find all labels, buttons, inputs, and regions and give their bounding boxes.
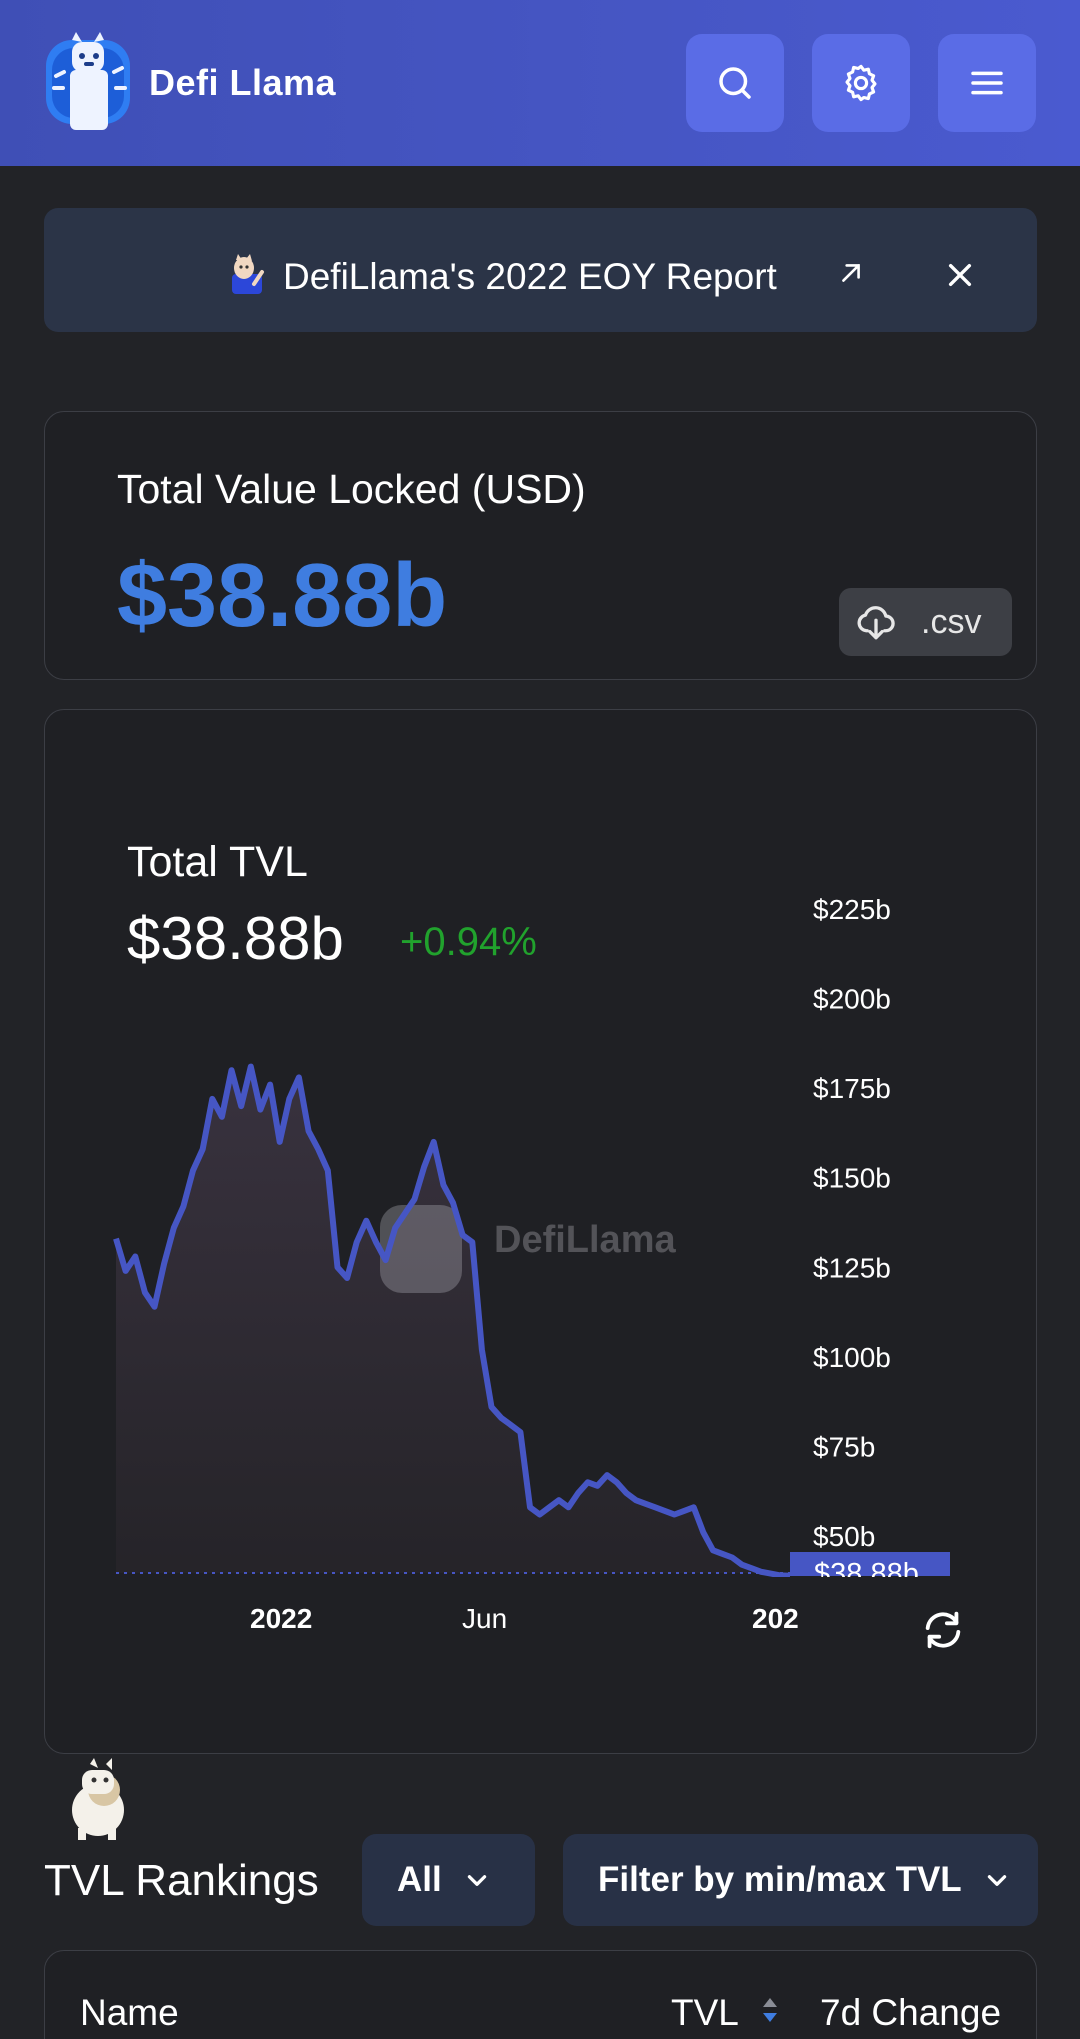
chart-title: Total TVL xyxy=(127,838,308,886)
csv-label: .csv xyxy=(921,602,982,641)
column-header-name[interactable]: Name xyxy=(80,1992,179,2033)
category-select[interactable]: All xyxy=(362,1834,535,1926)
gear-icon xyxy=(845,64,877,102)
download-csv-button[interactable]: .csv xyxy=(839,588,1012,656)
menu-icon xyxy=(971,71,1003,95)
eoy-report-banner[interactable] xyxy=(44,208,1037,332)
chart-value: $38.88b xyxy=(127,905,344,972)
brand-name[interactable]: Defi Llama xyxy=(149,62,337,103)
menu-button[interactable] xyxy=(938,34,1036,132)
refresh-icon[interactable] xyxy=(920,1607,966,1653)
category-select-value: All xyxy=(397,1860,442,1899)
column-header-tvl[interactable]: TVL xyxy=(671,1992,739,2033)
close-icon[interactable] xyxy=(944,259,976,291)
cloud-download-icon xyxy=(857,606,895,640)
column-header-7d-change[interactable]: 7d Change xyxy=(820,1992,1002,2033)
llama-face-icon xyxy=(232,254,264,294)
defillama-logo[interactable] xyxy=(42,30,134,134)
search-button[interactable] xyxy=(686,34,784,132)
search-icon xyxy=(719,67,751,99)
tvl-label: Total Value Locked (USD) xyxy=(117,466,586,512)
settings-button[interactable] xyxy=(812,34,910,132)
chart-change: +0.94% xyxy=(400,920,537,964)
chevron-down-icon xyxy=(987,1875,1006,1886)
chevron-down-icon xyxy=(467,1875,486,1886)
tvl-filter-select[interactable]: Filter by min/max TVL xyxy=(563,1834,1038,1926)
tvl-filter-label: Filter by min/max TVL xyxy=(598,1860,962,1899)
external-link-icon xyxy=(842,264,860,282)
app-header: Defi Llama xyxy=(0,0,1080,166)
sort-icon[interactable] xyxy=(759,1995,781,2025)
banner-text[interactable]: DefiLlama's 2022 EOY Report xyxy=(283,256,777,297)
rankings-table xyxy=(44,1950,1037,2039)
tvl-value: $38.88b xyxy=(117,546,448,646)
llama-mascot-icon xyxy=(72,1758,124,1840)
tvl-rankings-title: TVL Rankings xyxy=(44,1856,319,1905)
